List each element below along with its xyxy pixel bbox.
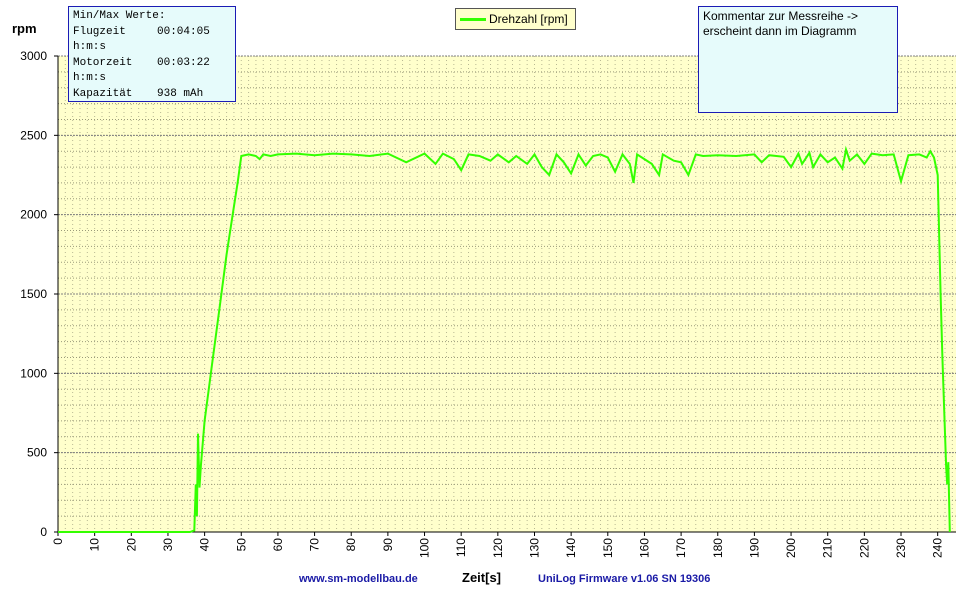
x-tick-label: 240 <box>931 538 945 558</box>
x-tick-label: 80 <box>344 538 358 552</box>
y-tick-group: 0 500 1000 1500 2000 2500 3000 <box>20 49 58 539</box>
x-tick-label: 30 <box>161 538 175 552</box>
x-tick-label: 40 <box>198 538 212 552</box>
x-tick-label: 140 <box>564 538 578 558</box>
comment-line-1: Kommentar zur Messreihe -> <box>703 9 859 23</box>
x-tick-label: 120 <box>491 538 505 558</box>
comment-line-2: erscheint dann im Diagramm <box>703 24 857 38</box>
footer-website: www.sm-modellbau.de <box>298 573 418 585</box>
x-tick-label: 20 <box>124 538 138 552</box>
x-tick-label: 170 <box>674 538 688 558</box>
stats-row: Flugzeit 00:04:05 <box>73 25 231 41</box>
stats-row: h:m:s <box>73 71 231 87</box>
y-tick-label: 500 <box>27 446 47 460</box>
y-tick-label: 0 <box>40 525 47 539</box>
x-tick-label: 150 <box>601 538 615 558</box>
x-tick-group: 0 10 20 30 40 50 60 70 80 90 100 110 120 130 140 150 160… <box>51 532 945 558</box>
comment-box: Kommentar zur Messreihe -> erscheint dan… <box>698 6 898 113</box>
y-tick-label: 1000 <box>20 366 47 380</box>
x-tick-label: 0 <box>51 538 65 545</box>
stats-box: Min/Max Werte: Flugzeit 00:04:05 h:m:s Mo… <box>68 6 236 102</box>
stats-label: h:m:s <box>73 72 107 84</box>
x-tick-label: 160 <box>637 538 651 558</box>
stats-row: Motorzeit 00:03:22 <box>73 56 231 72</box>
stats-value: 00:04:05 <box>157 25 210 38</box>
x-tick-label: 60 <box>271 538 285 552</box>
legend-label: Drehzahl [rpm] <box>489 12 568 26</box>
stats-label: Flugzeit <box>73 25 126 38</box>
x-tick-label: 130 <box>527 538 541 558</box>
x-tick-label: 230 <box>894 538 908 558</box>
stats-label: h:m:s <box>73 41 107 53</box>
x-tick-label: 190 <box>747 538 761 558</box>
x-axis-title: Zeit[s] <box>462 570 501 585</box>
legend-swatch <box>460 17 486 21</box>
stats-label: Motorzeit <box>73 56 133 69</box>
stats-value: 938 mAh <box>157 87 204 100</box>
y-axis-title: rpm <box>12 21 37 36</box>
x-tick-label: 100 <box>418 538 432 558</box>
y-tick-label: 1500 <box>20 287 47 301</box>
stats-label: Kapazität <box>73 87 133 100</box>
x-tick-label: 50 <box>234 538 248 552</box>
x-tick-label: 180 <box>711 538 725 558</box>
legend: Drehzahl [rpm] <box>455 8 576 30</box>
x-tick-label: 10 <box>88 538 102 552</box>
x-tick-label: 110 <box>454 538 468 557</box>
stats-row: Kapazität 938 mAh <box>73 87 231 102</box>
stats-row: h:m:s <box>73 40 231 56</box>
x-tick-label: 220 <box>857 538 871 558</box>
y-tick-label: 3000 <box>20 49 47 63</box>
x-tick-label: 90 <box>381 538 395 552</box>
x-tick-label: 70 <box>308 538 322 552</box>
series-line-drehzahl <box>58 145 951 533</box>
stats-heading: Min/Max Werte: <box>73 10 166 22</box>
y-tick-label: 2000 <box>20 208 47 222</box>
x-tick-label: 210 <box>821 538 835 558</box>
stats-value: 00:03:22 <box>157 56 210 69</box>
x-tick-label: 200 <box>784 538 798 558</box>
footer-firmware: UniLog Firmware v1.06 SN 19306 <box>538 573 710 585</box>
y-tick-label: 2500 <box>20 128 47 142</box>
